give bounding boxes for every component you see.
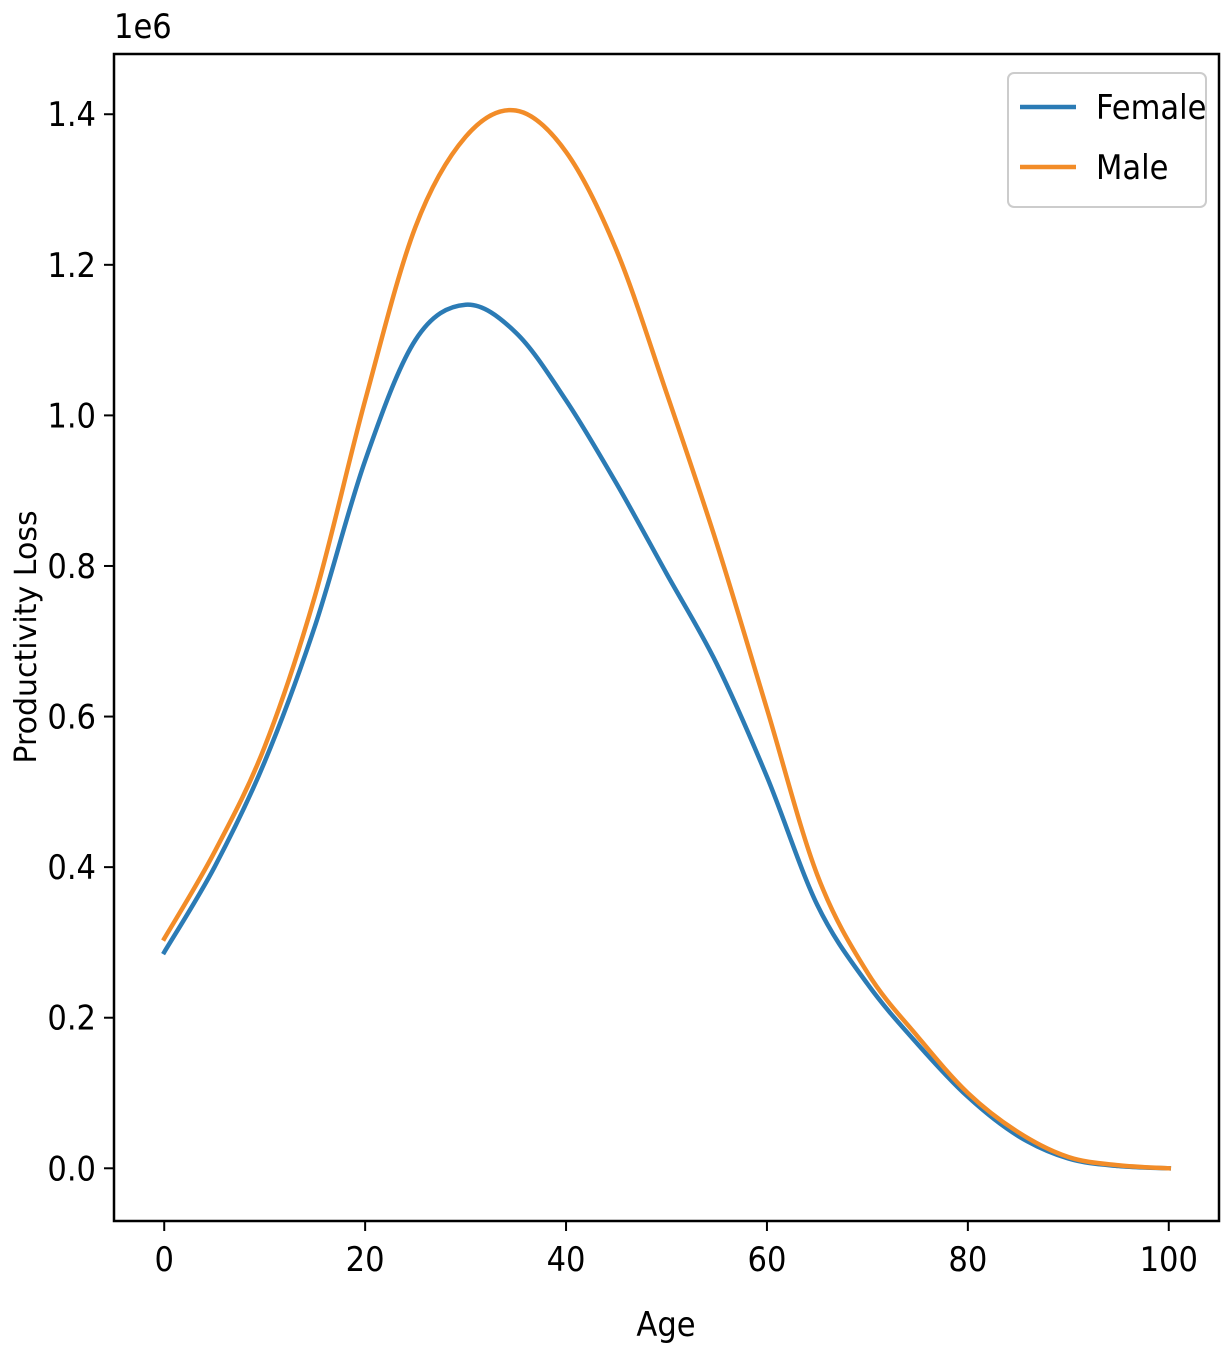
y-axis: 0.0 0.2 0.4 0.6 0.8 1.0 1.2 1.4 [47,95,114,1189]
legend-label-male: Male [1096,148,1168,188]
y-offset-label: 1e6 [114,7,172,47]
x-tick-label: 0 [154,1240,173,1280]
y-axis-label: Productivity Loss [9,510,44,763]
x-tick-label: 60 [747,1240,786,1280]
series-lines [161,107,1172,1171]
legend-label-female: Female [1096,88,1206,128]
y-tick-label: 0.6 [47,698,96,738]
x-axis: 0 20 40 60 80 100 [154,1221,1198,1280]
y-tick-label: 1.4 [47,95,96,135]
x-tick-label: 40 [547,1240,586,1280]
y-tick-label: 0.2 [47,999,96,1039]
legend: Female Male [1007,72,1207,208]
series-line-female [161,302,1172,1171]
y-tick-label: 1.2 [47,246,96,286]
x-tick-label: 80 [948,1240,987,1280]
x-tick-label: 20 [346,1240,385,1280]
y-tick-label: 0.0 [47,1149,96,1189]
y-tick-label: 1.0 [47,396,96,436]
x-tick-label: 100 [1140,1240,1198,1280]
y-tick-label: 0.8 [47,547,96,587]
series-line-male [161,107,1172,1171]
x-axis-label: Age [636,1305,695,1345]
plot-frame [112,52,1221,1223]
y-tick-label: 0.4 [47,848,96,888]
